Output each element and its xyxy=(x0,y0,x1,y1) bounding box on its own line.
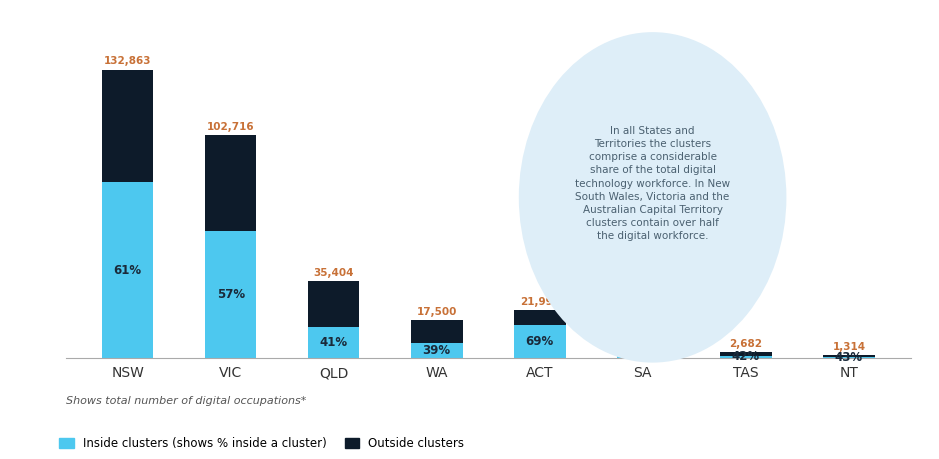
Text: 21,994: 21,994 xyxy=(520,297,560,307)
Bar xyxy=(824,355,875,357)
Bar xyxy=(101,182,153,358)
Text: 41%: 41% xyxy=(319,336,347,349)
Bar xyxy=(824,357,875,358)
Bar xyxy=(205,135,256,231)
Text: 57%: 57% xyxy=(217,288,245,301)
Bar xyxy=(308,326,360,358)
Text: 39%: 39% xyxy=(423,344,451,357)
Bar xyxy=(411,320,463,343)
Bar xyxy=(720,352,772,356)
Legend: Inside clusters (shows % inside a cluster), Outside clusters: Inside clusters (shows % inside a cluste… xyxy=(54,432,469,455)
Text: 102,716: 102,716 xyxy=(207,122,254,132)
Bar xyxy=(308,281,360,326)
Text: 2,682: 2,682 xyxy=(730,339,762,349)
Text: 17,500: 17,500 xyxy=(417,307,457,317)
Text: 69%: 69% xyxy=(526,335,554,348)
Text: 61%: 61% xyxy=(114,263,142,276)
Text: Shows total number of digital occupations*: Shows total number of digital occupation… xyxy=(66,396,306,406)
Text: 42%: 42% xyxy=(731,350,760,363)
Text: 35,404: 35,404 xyxy=(314,268,354,278)
Bar xyxy=(514,325,565,358)
Bar xyxy=(205,231,256,358)
Bar xyxy=(411,343,463,358)
Bar xyxy=(617,343,669,358)
Text: 132,863: 132,863 xyxy=(104,56,151,66)
Text: 1,314: 1,314 xyxy=(833,342,866,352)
Text: In all States and
Territories the clusters
comprise a considerable
share of the : In all States and Territories the cluste… xyxy=(575,126,731,241)
Bar xyxy=(101,70,153,182)
Text: 14,345: 14,345 xyxy=(623,313,663,324)
Text: 47%: 47% xyxy=(629,344,657,357)
Bar xyxy=(514,310,565,325)
Text: 43%: 43% xyxy=(835,351,863,364)
Bar xyxy=(617,327,669,343)
Bar xyxy=(720,356,772,358)
